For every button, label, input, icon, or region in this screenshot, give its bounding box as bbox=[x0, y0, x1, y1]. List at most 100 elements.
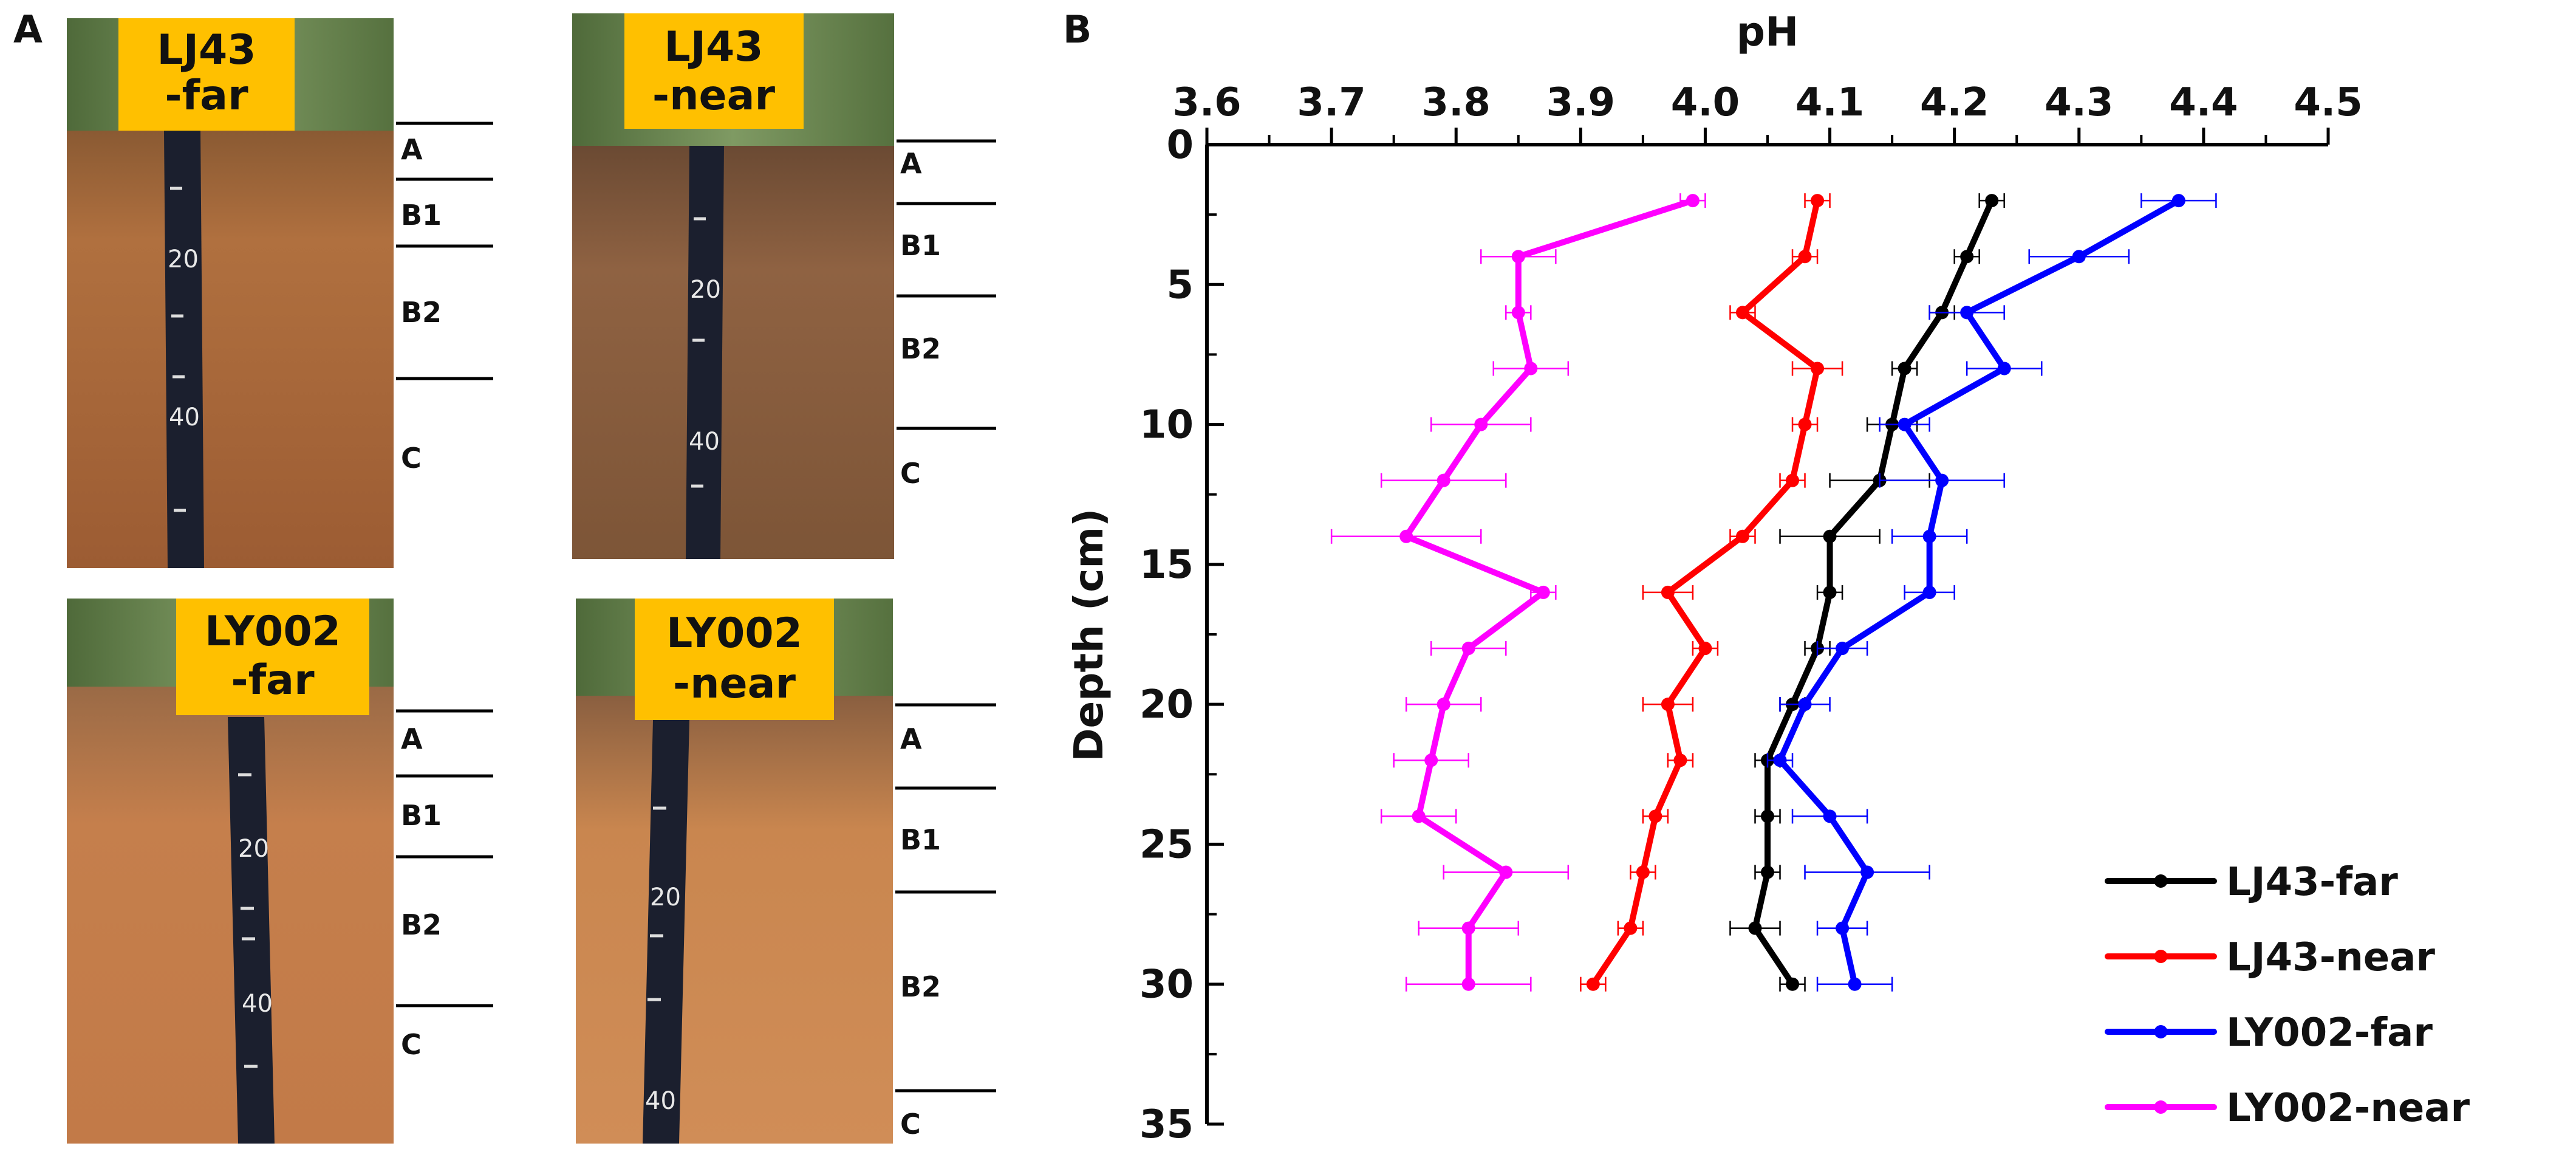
data-point bbox=[1761, 865, 1774, 879]
ruler-mark-40: 40 bbox=[689, 428, 720, 456]
x-tick-label: 3.9 bbox=[1546, 80, 1615, 125]
data-point bbox=[1624, 921, 1638, 935]
y-tick-label: 30 bbox=[1139, 962, 1194, 1007]
ruler-mark-40: 40 bbox=[645, 1087, 676, 1115]
data-point bbox=[1935, 473, 1949, 487]
data-point bbox=[1661, 585, 1675, 599]
photo-label-line1: LJ43 bbox=[664, 23, 763, 71]
photo-label-line1: LJ43 bbox=[157, 26, 256, 74]
data-point bbox=[1424, 753, 1438, 767]
horizon-label-b1: B1 bbox=[401, 799, 442, 832]
series-layer bbox=[1330, 193, 2217, 992]
data-point bbox=[1536, 585, 1550, 599]
data-point bbox=[1735, 529, 1749, 543]
horizon-label-c: C bbox=[900, 457, 921, 490]
legend: LJ43-far LJ43-near LY002-far LY002-near bbox=[2105, 860, 2470, 1131]
data-point bbox=[1898, 417, 1912, 431]
soil-photo-lj43-near: 20 40 LJ43 -near A B1 B2 C bbox=[572, 13, 996, 559]
photo-label-box bbox=[118, 18, 295, 131]
horizon-label-a: A bbox=[401, 722, 423, 755]
horizon-label-b1: B1 bbox=[401, 199, 442, 232]
y-tick-label: 15 bbox=[1139, 543, 1194, 588]
data-point bbox=[1836, 642, 1850, 656]
legend-label: LJ43-far bbox=[2226, 860, 2398, 905]
x-tick-label: 3.7 bbox=[1297, 80, 1365, 125]
horizon-label-c: C bbox=[401, 1028, 422, 1061]
data-point bbox=[1648, 809, 1662, 823]
x-tick-label: 4.3 bbox=[2045, 80, 2113, 125]
ruler-mark-20: 20 bbox=[238, 835, 269, 863]
photo-label-line1: LY002 bbox=[205, 608, 341, 656]
horizon-label-b1: B1 bbox=[900, 823, 941, 856]
data-point bbox=[1437, 473, 1450, 487]
horizon-label-c: C bbox=[900, 1108, 921, 1141]
legend-item-ly002-far: LY002-far bbox=[2105, 1010, 2433, 1055]
data-point bbox=[1661, 698, 1675, 712]
ruler-mark-20: 20 bbox=[690, 276, 721, 304]
horizon-label-a: A bbox=[401, 133, 423, 166]
legend-item-lj43-near: LJ43-near bbox=[2105, 935, 2435, 980]
y-axis-title: Depth (cm) bbox=[1065, 509, 1112, 762]
data-point bbox=[1437, 698, 1450, 712]
horizon-label-a: A bbox=[900, 722, 922, 755]
data-point bbox=[1898, 362, 1912, 376]
x-tick-label: 4.0 bbox=[1671, 80, 1740, 125]
photo-label-line2: -far bbox=[231, 656, 315, 704]
horizon-label-b1: B1 bbox=[900, 229, 941, 262]
y-tick-label: 35 bbox=[1139, 1102, 1194, 1147]
series-line bbox=[1590, 197, 1821, 987]
data-point bbox=[1461, 642, 1475, 656]
data-point bbox=[1673, 753, 1687, 767]
ruler-mark-40: 40 bbox=[242, 990, 273, 1018]
data-point bbox=[1848, 977, 1862, 991]
legend-marker bbox=[2154, 1025, 2168, 1038]
soil-profile bbox=[572, 146, 894, 559]
data-point bbox=[1773, 753, 1787, 767]
photo-label-line1: LY002 bbox=[666, 609, 802, 657]
soil-profile bbox=[67, 131, 394, 568]
photo-label-box bbox=[624, 13, 804, 129]
data-point bbox=[2171, 194, 2185, 208]
x-tick-label: 4.2 bbox=[1920, 80, 1989, 125]
data-point bbox=[1636, 865, 1650, 879]
legend-label: LJ43-near bbox=[2226, 935, 2435, 980]
data-point bbox=[1474, 417, 1488, 431]
y-tick-label: 20 bbox=[1139, 682, 1194, 727]
data-point bbox=[1686, 194, 1700, 208]
data-point bbox=[1823, 809, 1837, 823]
data-point bbox=[1823, 529, 1837, 543]
data-point bbox=[1960, 306, 1974, 320]
data-point bbox=[1786, 977, 1800, 991]
soil-photo-lj43-far: 20 40 LJ43 -far A B1 B2 C bbox=[67, 18, 493, 568]
series-ly002-far bbox=[1766, 193, 2217, 992]
horizon-label-c: C bbox=[401, 442, 422, 475]
x-tick-label: 4.5 bbox=[2294, 80, 2362, 125]
soil-photo-ly002-far: 20 40 LY002 -far A B1 B2 C bbox=[67, 599, 493, 1144]
data-point bbox=[1461, 921, 1475, 935]
data-point bbox=[1735, 306, 1749, 320]
legend-marker bbox=[2154, 874, 2168, 888]
x-tick-label: 3.8 bbox=[1422, 80, 1491, 125]
soil-photo-ly002-near: 20 40 LY002 -near A B1 B2 C bbox=[576, 599, 996, 1144]
series-line bbox=[1752, 197, 1995, 987]
data-point bbox=[1511, 250, 1525, 264]
horizon-label-b2: B2 bbox=[401, 296, 442, 329]
data-point bbox=[1823, 585, 1837, 599]
y-axis-ticks: 0 5 10 15 20 25 30 35 bbox=[1139, 123, 1224, 1147]
data-point bbox=[1798, 698, 1812, 712]
y-tick-label: 10 bbox=[1139, 403, 1194, 448]
series-ly002-near bbox=[1330, 193, 1706, 992]
data-point bbox=[2072, 250, 2086, 264]
data-point bbox=[1985, 194, 1999, 208]
photo-label-box bbox=[176, 599, 369, 715]
data-point bbox=[1922, 585, 1936, 599]
data-point bbox=[1997, 362, 2011, 376]
measuring-tape bbox=[686, 146, 724, 559]
legend-label: LY002-near bbox=[2226, 1086, 2470, 1131]
horizon-label-b2: B2 bbox=[401, 908, 442, 941]
legend-item-ly002-near: LY002-near bbox=[2105, 1086, 2470, 1131]
photo-label-line2: -near bbox=[673, 660, 796, 708]
data-point bbox=[1412, 809, 1426, 823]
data-point bbox=[1586, 977, 1600, 991]
